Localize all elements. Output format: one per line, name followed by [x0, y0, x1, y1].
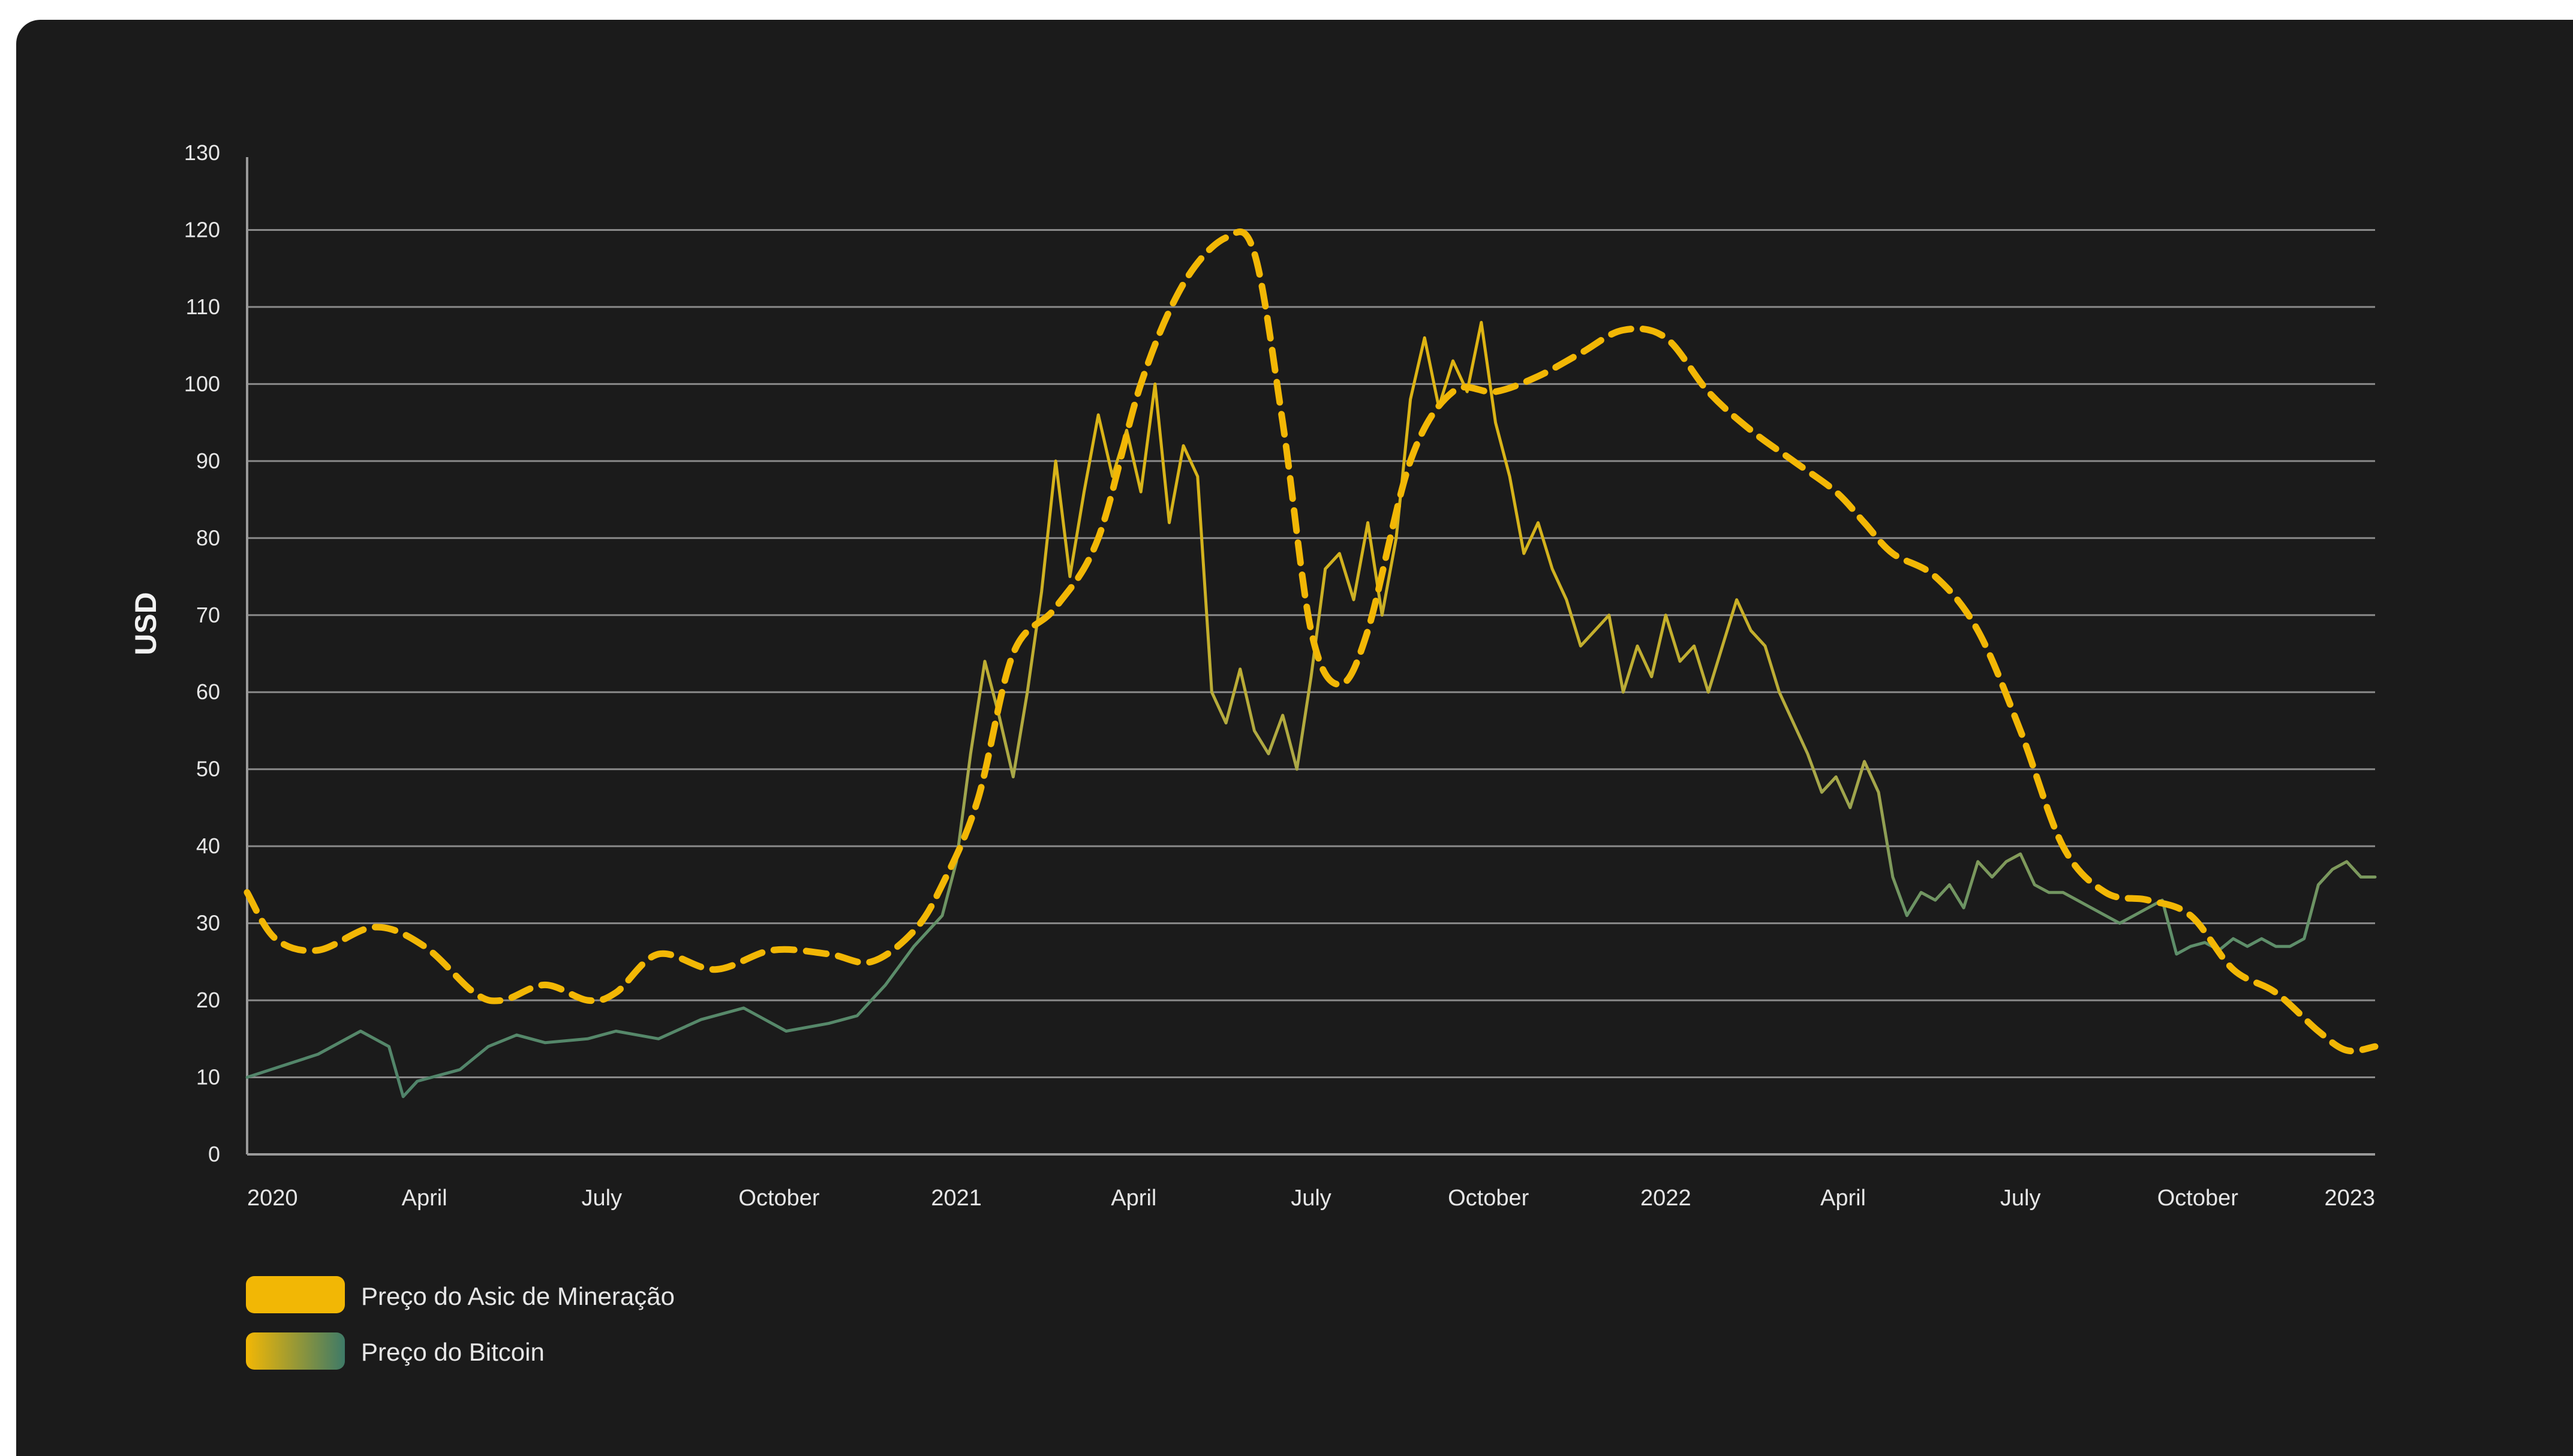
x-tick-label: 2023: [2324, 1186, 2375, 1211]
x-tick-label: April: [1111, 1186, 1156, 1211]
y-tick-label: 120: [184, 217, 220, 242]
x-tick-label: July: [582, 1186, 623, 1211]
y-tick-label: 30: [196, 911, 220, 935]
y-tick-label: 110: [186, 294, 220, 319]
series-line-asic: [244, 228, 2379, 1055]
legend: Preço do Asic de Mineração Preço do Bitc…: [246, 1276, 675, 1370]
x-tick-label: October: [738, 1186, 820, 1211]
x-tick-label: July: [2000, 1186, 2041, 1211]
y-tick-label: 130: [184, 140, 220, 165]
y-tick-label: 0: [208, 1142, 220, 1166]
y-tick-label: 70: [196, 603, 220, 627]
x-tick-label: October: [2157, 1186, 2239, 1211]
y-tick-label: 20: [196, 988, 220, 1012]
legend-swatch-asic: [246, 1276, 345, 1313]
legend-label-bitcoin: Preço do Bitcoin: [361, 1338, 545, 1366]
legend-swatch-bitcoin: [246, 1332, 345, 1370]
y-tick-label: 40: [196, 834, 220, 858]
y-tick-label: 50: [196, 757, 220, 781]
x-tick-label: April: [402, 1186, 447, 1211]
x-tick-label: July: [1291, 1186, 1331, 1211]
x-tick-label: April: [1820, 1186, 1866, 1211]
y-tick-label: 90: [196, 449, 220, 473]
series-line-bitcoin: [245, 321, 2377, 1099]
y-axis-title: USD: [129, 592, 163, 655]
y-tick-label: 60: [196, 679, 220, 704]
y-tick-label: 100: [184, 371, 220, 396]
x-tick-label: 2022: [1640, 1186, 1691, 1211]
x-tick-label: 2020: [247, 1186, 298, 1211]
y-tick-label: 80: [196, 525, 220, 550]
x-tick-label: October: [1448, 1186, 1529, 1211]
chart-card: [16, 20, 2573, 1456]
legend-label-asic: Preço do Asic de Mineração: [361, 1282, 675, 1310]
y-tick-label: 10: [196, 1065, 220, 1090]
x-tick-label: 2021: [931, 1186, 982, 1211]
